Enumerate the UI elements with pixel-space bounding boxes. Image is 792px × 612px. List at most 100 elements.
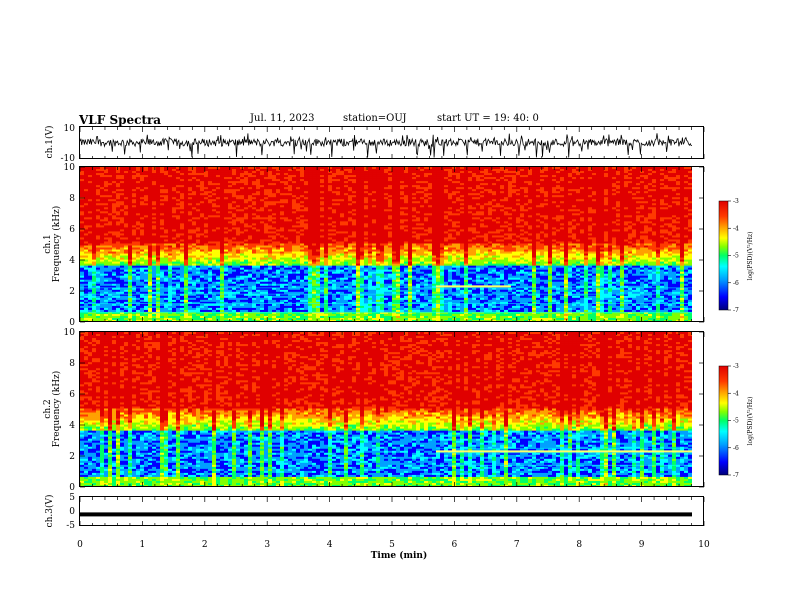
- spectrogram-cell: [132, 221, 137, 224]
- spectrogram-cell: [96, 213, 101, 216]
- spectrogram-cell: [148, 233, 153, 236]
- spectrogram-cell: [96, 267, 101, 271]
- spectrogram-cell: [124, 189, 129, 192]
- spectrogram-cell: [104, 265, 109, 269]
- spectrogram-cell: [84, 303, 89, 307]
- spectrogram-cell: [92, 205, 97, 208]
- spectrogram-cell: [92, 313, 97, 317]
- spectrogram-cell: [188, 189, 193, 192]
- spectrogram-cell: [132, 267, 137, 271]
- spectrogram-cell: [156, 207, 161, 210]
- spectrogram-cell: [164, 213, 169, 216]
- spectrogram-cell: [144, 295, 149, 299]
- spectrogram-cell: [176, 173, 181, 176]
- spectrogram-cell: [108, 203, 113, 206]
- spectrogram-cell: [168, 275, 173, 279]
- spectrogram-cell: [84, 227, 89, 230]
- spectrogram-cell: [144, 307, 149, 311]
- spectrogram-cell: [88, 317, 93, 321]
- spectrogram-cell: [204, 267, 209, 271]
- spectrogram-cell: [168, 263, 173, 267]
- spectrogram-cell: [204, 219, 209, 222]
- spectrogram-cell: [184, 247, 189, 250]
- spectrogram-cell: [108, 217, 113, 220]
- spectrogram-cell: [148, 217, 153, 220]
- spectrogram-cell: [96, 297, 101, 301]
- spectrogram-cell: [180, 171, 185, 174]
- spectrogram-cell: [116, 275, 121, 279]
- spectrogram-cell: [100, 269, 105, 273]
- spectrogram-cell: [124, 315, 129, 319]
- spectrogram-cell: [80, 169, 85, 172]
- spectrogram-cell: [136, 251, 141, 254]
- spectrogram-cell: [180, 317, 185, 321]
- spectrogram-cell: [124, 211, 129, 214]
- spectrogram-cell: [172, 169, 177, 172]
- spectrogram-cell: [112, 293, 117, 297]
- spectrogram-cell: [116, 281, 121, 285]
- spectrogram-cell: [168, 319, 173, 321]
- spectrogram-cell: [148, 289, 153, 293]
- spectrogram-cell: [116, 315, 121, 319]
- spectrogram-cell: [128, 309, 133, 313]
- spectrogram-cell: [100, 303, 105, 307]
- spectrogram-cell: [196, 303, 201, 307]
- spectrogram-cell: [144, 297, 149, 301]
- spectrogram-cell: [80, 189, 85, 192]
- spectrogram-cell: [204, 279, 209, 283]
- spectrogram-cell: [176, 185, 181, 188]
- spectrogram-cell: [136, 309, 141, 313]
- spectrogram-cell: [108, 179, 113, 182]
- spectrogram-cell: [128, 251, 133, 254]
- spectrogram-cell: [136, 269, 141, 273]
- spectrogram-cell: [176, 175, 181, 178]
- spectrogram-cell: [96, 185, 101, 188]
- spectrogram-cell: [84, 173, 89, 176]
- spectrogram-cell: [148, 253, 153, 256]
- spectrogram-cell: [148, 317, 153, 321]
- spectrogram-cell: [196, 205, 201, 208]
- spectrogram-cell: [144, 217, 149, 220]
- spectrogram-cell: [164, 285, 169, 289]
- spectrogram-cell: [172, 189, 177, 192]
- spectrogram-cell: [88, 287, 93, 291]
- spectrogram-cell: [140, 263, 145, 267]
- spectrogram-cell: [196, 171, 201, 174]
- spectrogram-cell: [164, 173, 169, 176]
- spectrogram-cell: [152, 319, 157, 321]
- spectrogram-cell: [112, 243, 117, 246]
- spectrogram-cell: [120, 167, 125, 170]
- spectrogram-cell: [136, 185, 141, 188]
- spectrogram-cell: [116, 229, 121, 232]
- spectrogram-cell: [144, 267, 149, 271]
- spectrogram-cell: [160, 255, 165, 258]
- spectrogram-cell: [192, 267, 197, 271]
- spectrogram-cell: [184, 225, 189, 228]
- spectrogram-cell: [172, 187, 177, 190]
- spectrogram-cell: [156, 313, 161, 317]
- spectrogram-cell: [100, 247, 105, 250]
- spectrogram-cell: [136, 173, 141, 176]
- spectrogram-cell: [132, 257, 137, 260]
- spectrogram-cell: [192, 185, 197, 188]
- spectrogram-cell: [144, 289, 149, 293]
- spectrogram-cell: [108, 309, 113, 313]
- spectrogram-cell: [152, 247, 157, 250]
- spectrogram-cell: [192, 233, 197, 236]
- spectrogram-cell: [124, 309, 129, 313]
- spectrogram-cell: [156, 257, 161, 260]
- spectrogram-cell: [192, 179, 197, 182]
- spectrogram-cell: [168, 305, 173, 309]
- spectrogram-cell: [180, 219, 185, 222]
- spectrogram-cell: [80, 307, 85, 311]
- spectrogram-cell: [120, 269, 125, 273]
- spectrogram-cell: [152, 267, 157, 271]
- spectrogram-cell: [168, 303, 173, 307]
- spectrogram-cell: [188, 241, 193, 244]
- spectrogram-cell: [132, 213, 137, 216]
- spectrogram-cell: [164, 207, 169, 210]
- spectrogram-cell: [164, 171, 169, 174]
- spectrogram-cell: [84, 211, 89, 214]
- spectrogram-cell: [136, 215, 141, 218]
- spectrogram-cell: [208, 221, 213, 224]
